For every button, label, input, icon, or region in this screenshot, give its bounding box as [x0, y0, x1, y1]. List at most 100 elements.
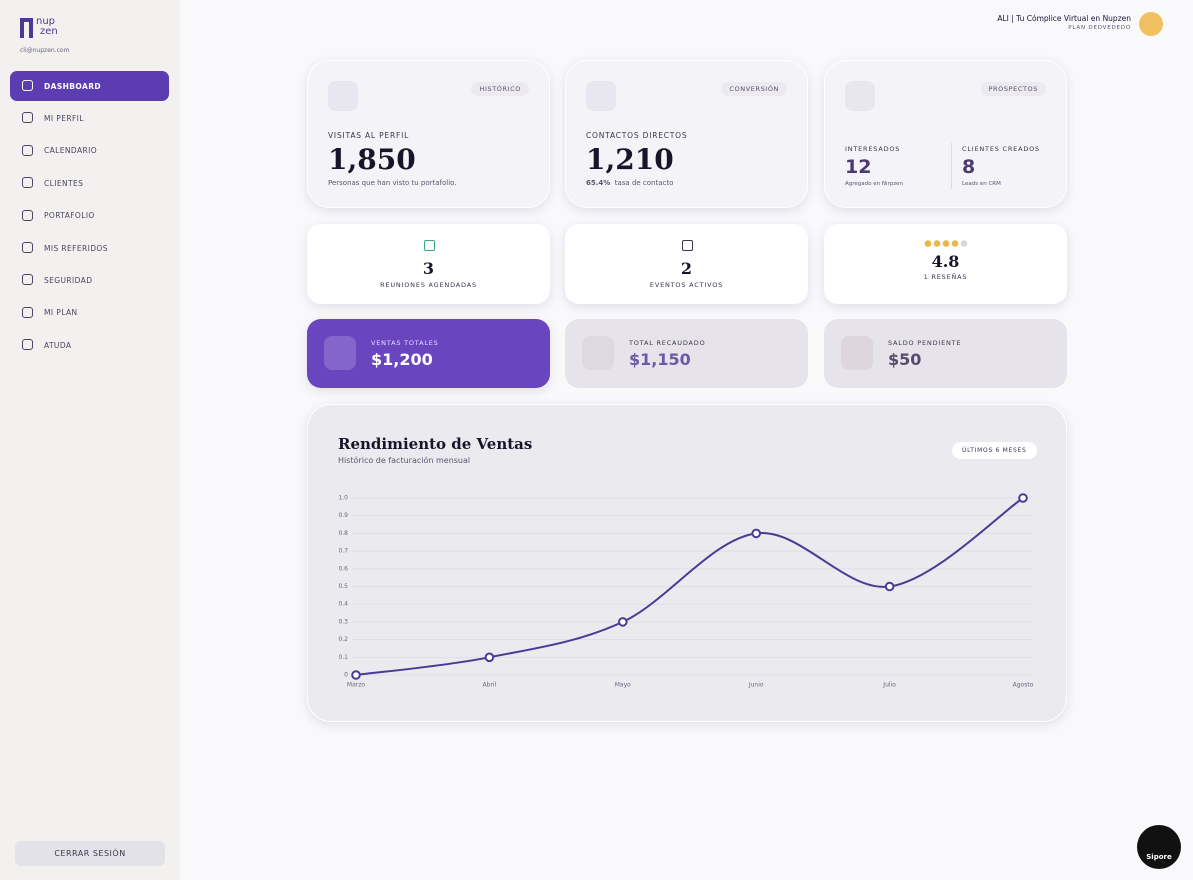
header-title: ALI | Tu Cómplice Virtual en Nupzen [997, 14, 1131, 23]
menu-label: MI PLAN [44, 308, 78, 318]
data-point [351, 670, 361, 680]
data-point [884, 581, 895, 592]
icon [328, 81, 358, 111]
card-label: TOTAL RECAUDADO [629, 339, 706, 347]
menu-item[interactable]: ATUDA [10, 330, 169, 360]
card-value: $1,150 [629, 350, 691, 369]
menu-icon [22, 242, 33, 253]
badge: CONVERSIÓN [721, 82, 787, 96]
data-point [1018, 493, 1028, 503]
card-note: Personas que han visto tu portafolio. [328, 179, 457, 187]
menu-item[interactable]: MIS REFERIDOS [10, 233, 169, 263]
x-tick-label: Marzo [347, 682, 365, 689]
menu-item[interactable]: MI PLAN [10, 298, 169, 328]
menu-item[interactable]: PORTAFOLIO [10, 201, 169, 231]
menu-icon [22, 209, 33, 221]
menu-item[interactable]: SEGURIDAD [10, 265, 169, 295]
card-label: 1 RESEÑAS [923, 273, 968, 281]
icon [845, 81, 875, 111]
card-label: INTERESADOS [845, 145, 901, 153]
card-value: $50 [888, 350, 922, 369]
data-point [484, 652, 495, 663]
y-tick-label: 0.9 [338, 512, 348, 519]
data-point [618, 617, 628, 627]
y-tick-label: 0.4 [338, 601, 348, 608]
header: ALI | Tu Cómplice Virtual en Nupzen PLAN… [997, 14, 1131, 31]
menu-label: ATUDA [44, 340, 72, 350]
menu-icon [22, 80, 33, 91]
card-value: 1,850 [328, 143, 416, 176]
menu-icon [22, 112, 33, 124]
card-value: 1,210 [586, 143, 674, 176]
y-tick-label: 0.6 [338, 565, 348, 572]
menu-label: CLIENTES [44, 178, 84, 188]
menu-label: SEGURIDAD [44, 275, 93, 285]
menu-icon [22, 144, 33, 156]
rate: 65.4% [586, 179, 611, 187]
card-value: 4.8 [931, 252, 960, 271]
menu-label: DASHBOARD [44, 81, 102, 91]
menu-icon [22, 274, 33, 286]
meetings-card: 3 REUNIONES AGENDADAS [307, 224, 550, 304]
logo-mark [20, 18, 33, 38]
chart-subtitle: Histórico de facturación mensual [338, 456, 471, 465]
visits-card: HISTÓRICO VISITAS AL PERFIL 1,850 Person… [307, 60, 550, 208]
collected-card: TOTAL RECAUDADO $1,150 [565, 319, 808, 388]
logout-button[interactable]: CERRAR SESIÓN [15, 841, 165, 866]
menu-icon [22, 339, 33, 351]
contacts-card: CONVERSIÓN CONTACTOS DIRECTOS 1,210 65.4… [565, 60, 808, 208]
sales-card: VENTAS TOTALES $1,200 [307, 319, 550, 388]
icon [682, 240, 693, 251]
corner-badge[interactable]: Sipore [1137, 825, 1181, 869]
events-card: 2 EVENTOS ACTIVOS [565, 224, 808, 304]
y-tick-label: 1.0 [338, 495, 348, 502]
icon [586, 81, 616, 111]
badge: PROSPECTOS [980, 82, 1046, 96]
menu-item[interactable]: DASHBOARD [10, 71, 169, 101]
card-label: SALDO PENDIENTE [888, 339, 962, 347]
card-label: CONTACTOS DIRECTOS [586, 131, 688, 140]
chart-title: Rendimiento de Ventas [338, 435, 533, 453]
icon [582, 336, 614, 370]
badge: HISTÓRICO [471, 82, 529, 96]
card-value: 8 [962, 156, 976, 178]
menu-item[interactable]: MI PERFIL [10, 103, 169, 133]
x-tick-label: Mayo [615, 682, 631, 689]
x-tick-label: Julio [882, 682, 896, 689]
avatar[interactable] [1139, 12, 1163, 36]
menu-label: MI PERFIL [44, 113, 84, 123]
y-tick-label: 0.1 [338, 654, 348, 661]
y-tick-label: 0.7 [338, 548, 348, 555]
prospects-card: PROSPECTOS INTERESADOS 12 Agregado en Ni… [824, 60, 1067, 208]
menu-label: PORTAFOLIO [44, 211, 95, 221]
icon [324, 336, 356, 370]
card-label: VISITAS AL PERFIL [328, 131, 410, 140]
plan-label: PLAN DEDVEDEDO [1068, 25, 1131, 31]
range-button[interactable]: ÚLTIMOS 6 MESES [952, 442, 1037, 459]
reviews-card: 4.8 1 RESEÑAS [824, 224, 1067, 304]
menu-label: MIS REFERIDOS [44, 243, 108, 253]
logo-text: zen [40, 26, 58, 37]
logo: nup zen [36, 17, 58, 37]
menu-item[interactable]: CLIENTES [10, 168, 169, 198]
icon [841, 336, 873, 370]
x-tick-label: Junio [748, 682, 764, 689]
card-label: EVENTOS ACTIVOS [649, 281, 724, 289]
data-point [751, 528, 762, 539]
menu-item[interactable]: CALENDARIO [10, 136, 169, 166]
sales-line [355, 497, 1024, 676]
icon [424, 240, 435, 251]
divider [951, 143, 952, 189]
card-value: $1,200 [371, 350, 433, 369]
card-value: 3 [422, 259, 435, 278]
card-label: CLIENTES CREADOS [962, 145, 1040, 153]
card-note: Agregado en Nirpzen [845, 181, 904, 187]
y-tick-label: 0.3 [338, 618, 348, 625]
x-tick-label: Abril [483, 682, 497, 689]
menu-label: CALENDARIO [44, 146, 97, 156]
sidebar: nup zen cli@nupzen.com DASHBOARD MI PERFIL… [0, 0, 180, 880]
card-value: 2 [680, 259, 693, 278]
menu-icon [22, 306, 33, 318]
y-tick-label: 0.5 [338, 583, 348, 590]
